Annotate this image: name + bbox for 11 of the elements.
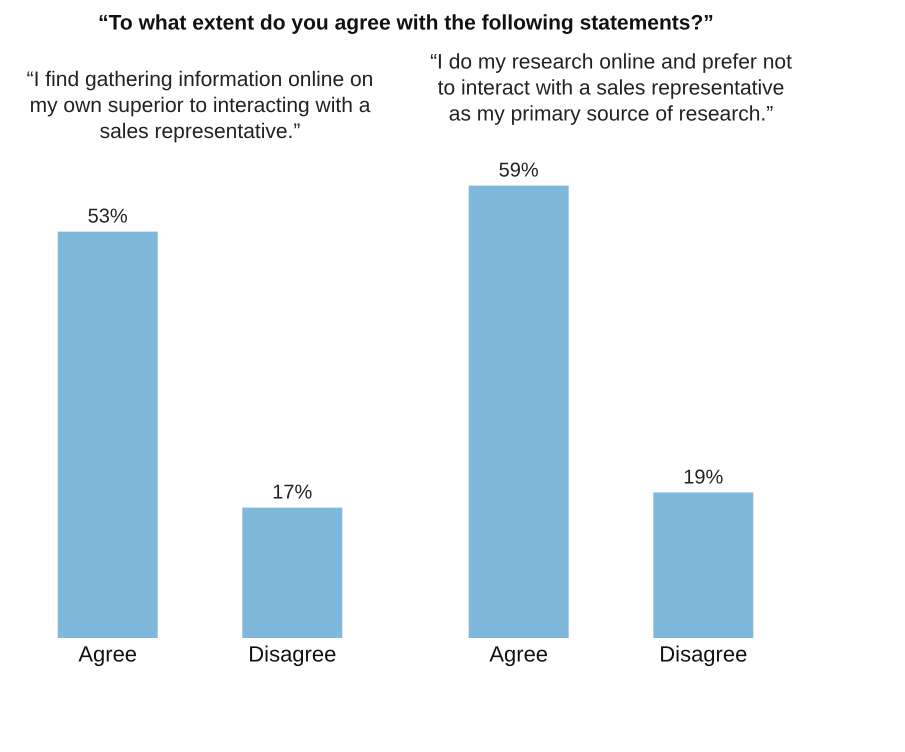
data-label: 59% [498, 160, 539, 182]
x-tick-label: Agree [489, 642, 548, 666]
data-label: 17% [272, 482, 313, 504]
chart-title: “To what extent do you agree with the following statements?” [98, 12, 714, 35]
data-label: 53% [88, 206, 128, 228]
x-tick-label: Agree [78, 642, 138, 666]
x-tick-label: Disagree [659, 642, 748, 666]
data-label: 19% [683, 466, 724, 488]
chart-subtitle: “I find gathering information online on my own superior to interacting with a sales representative.” [26, 68, 374, 143]
chart-subtitle: “I do my research online and prefer not to interact with a sales representative as my primary source of research.” [430, 50, 792, 126]
x-tick-label: Disagree [248, 642, 336, 666]
